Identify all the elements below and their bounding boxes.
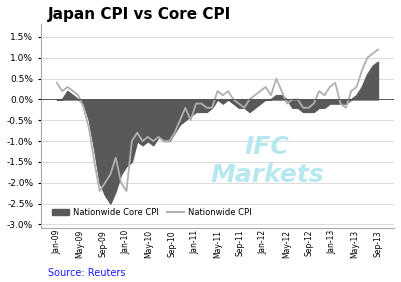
Text: IFC
Markets: IFC Markets (210, 135, 324, 187)
Legend: Nationwide Core CPI, Nationwide CPI: Nationwide Core CPI, Nationwide CPI (49, 204, 255, 220)
Text: Source: Reuters: Source: Reuters (48, 268, 126, 278)
Text: Japan CPI vs Core CPI: Japan CPI vs Core CPI (48, 7, 231, 22)
